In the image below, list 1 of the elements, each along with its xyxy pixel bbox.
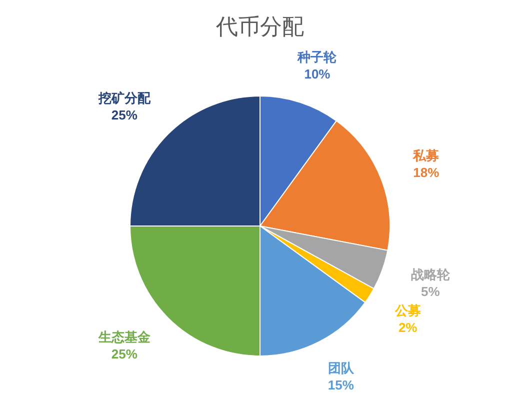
title: 代币分配: [216, 14, 304, 39]
